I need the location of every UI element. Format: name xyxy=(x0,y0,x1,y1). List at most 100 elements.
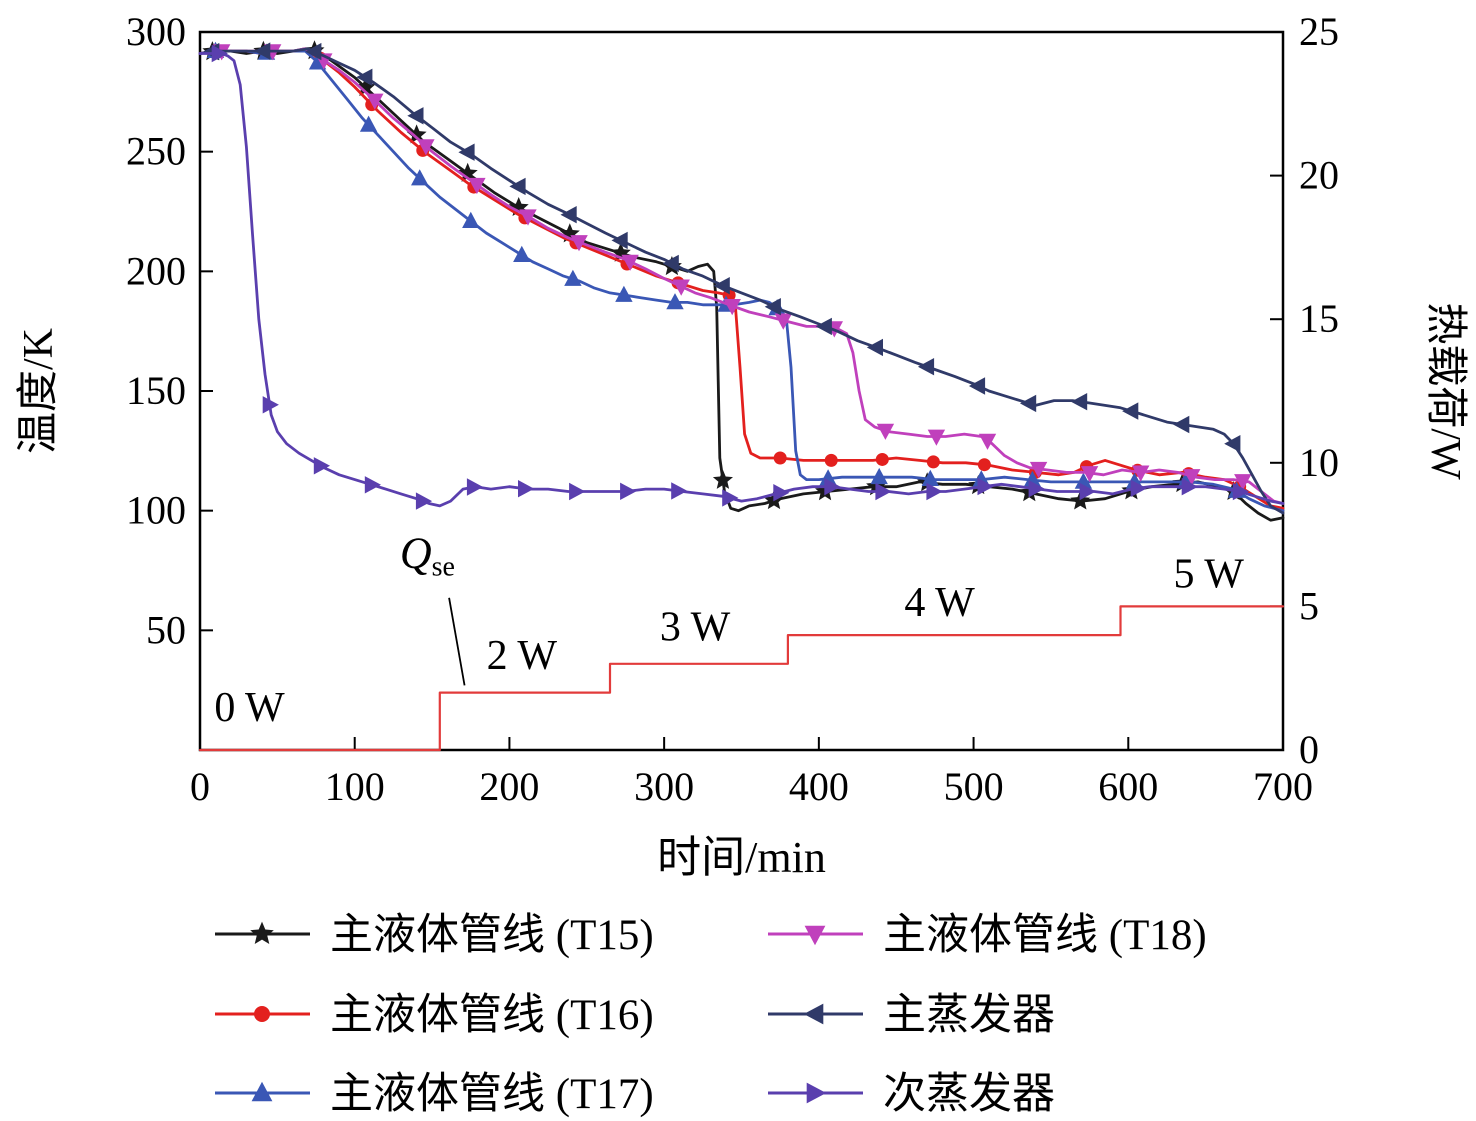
circle-marker xyxy=(824,453,838,467)
triangle-right-marker xyxy=(1028,480,1045,498)
triangle-left-marker xyxy=(968,377,986,395)
annotation-w4: 4 W xyxy=(904,580,975,626)
legend-item-t15: 主液体管线 (T15) xyxy=(215,912,654,959)
triangle-down-marker xyxy=(1080,466,1099,483)
triangle-left-marker xyxy=(407,107,424,125)
y-right-tick-label: 20 xyxy=(1299,153,1339,198)
triangle-right-marker xyxy=(262,396,279,414)
star-marker xyxy=(457,162,478,182)
legend-label-sec_evap: 次蒸发器 xyxy=(883,1071,1055,1118)
triangle-right-marker xyxy=(977,477,994,496)
triangle-down-marker xyxy=(570,235,588,252)
triangle-left-marker xyxy=(560,206,577,224)
legend-label-t18: 主液体管线 (T18) xyxy=(883,912,1207,959)
triangle-right-marker xyxy=(313,457,330,475)
legend-label-t15: 主液体管线 (T15) xyxy=(330,912,654,959)
triangle-right-marker xyxy=(806,1082,827,1104)
triangle-down-marker xyxy=(723,299,741,316)
x-tick-label: 200 xyxy=(479,764,539,809)
triangle-down-marker xyxy=(927,429,946,446)
circle-marker xyxy=(875,452,889,466)
y-left-tick-label: 100 xyxy=(126,488,186,533)
star-marker xyxy=(712,469,733,489)
triangle-left-marker xyxy=(866,338,883,357)
x-axis-title: 时间/min xyxy=(657,833,826,882)
series-t17-line xyxy=(198,49,1285,513)
axis-ticks: 0 100 200 300 400 500 600 700501001502002503000… xyxy=(126,9,1339,809)
triangle-right-marker xyxy=(926,482,943,501)
triangle-right-marker xyxy=(620,482,637,500)
triangle-left-marker xyxy=(662,254,679,273)
qse-label: Qse xyxy=(400,529,455,583)
annotation-w3: 3 W xyxy=(660,605,731,651)
triangle-up-marker xyxy=(564,269,582,286)
triangle-right-marker xyxy=(1232,482,1249,501)
y-right-tick-label: 15 xyxy=(1299,296,1339,341)
y-left-tick-label: 200 xyxy=(126,248,186,293)
triangle-down-marker xyxy=(876,423,895,440)
triangle-left-marker xyxy=(1224,435,1241,453)
circle-marker xyxy=(254,1006,270,1022)
legend-item-t18: 主液体管线 (T18) xyxy=(768,912,1207,959)
y-axis-left-title: 温度/K xyxy=(16,328,62,454)
triangle-right-marker xyxy=(875,482,892,501)
x-tick-label: 100 xyxy=(325,764,385,809)
triangle-up-marker xyxy=(870,467,888,485)
triangle-up-marker xyxy=(462,211,480,228)
triangle-left-marker xyxy=(509,177,526,196)
y-right-tick-label: 0 xyxy=(1299,727,1319,772)
triangle-up-marker xyxy=(921,469,939,486)
triangle-down-marker xyxy=(774,313,792,330)
legend-label-t16: 主液体管线 (T16) xyxy=(330,992,654,1039)
series-t18 xyxy=(198,44,1285,505)
annotation-w0: 0 W xyxy=(214,685,285,731)
legend-label-t17: 主液体管线 (T17) xyxy=(330,1071,654,1118)
series-sec_evap-line xyxy=(198,52,1285,508)
triangle-down-marker xyxy=(366,93,384,110)
triangle-right-marker xyxy=(824,478,841,496)
legend-item-t16: 主液体管线 (T16) xyxy=(215,992,654,1039)
triangle-right-marker xyxy=(364,476,381,494)
y-left-tick-label: 250 xyxy=(126,129,186,174)
triangle-up-marker xyxy=(513,245,531,262)
triangle-right-marker xyxy=(211,44,228,63)
triangle-left-marker xyxy=(713,277,730,295)
circle-marker xyxy=(977,458,991,472)
triangle-down-marker xyxy=(1183,469,1201,486)
series-t16 xyxy=(198,44,1285,510)
star-marker xyxy=(406,124,427,144)
x-tick-label: 300 xyxy=(634,764,694,809)
triangle-left-marker xyxy=(1020,394,1037,413)
triangle-left-marker xyxy=(917,358,935,376)
triangle-right-marker xyxy=(415,492,433,510)
series-t16-line xyxy=(198,49,1285,510)
y-left-tick-label: 50 xyxy=(146,607,186,652)
y-left-tick-label: 300 xyxy=(126,9,186,54)
triangle-down-marker xyxy=(1132,465,1150,482)
qse-leader-line xyxy=(448,597,466,686)
x-tick-label: 600 xyxy=(1098,764,1158,809)
y-right-tick-label: 10 xyxy=(1299,440,1339,485)
triangle-left-marker xyxy=(611,231,628,250)
triangle-down-marker xyxy=(519,209,537,226)
triangle-right-marker xyxy=(1079,482,1096,501)
triangle-left-marker xyxy=(254,42,271,60)
triangle-down-marker xyxy=(621,254,639,271)
triangle-down-marker xyxy=(468,177,486,195)
series-sec_evap xyxy=(198,44,1285,510)
triangle-right-marker xyxy=(722,489,739,507)
annotation-w2: 2 W xyxy=(487,633,558,679)
triangle-down-marker xyxy=(1029,461,1048,479)
triangle-down-marker xyxy=(1234,474,1252,491)
triangle-up-marker xyxy=(1023,470,1042,487)
x-tick-label: 0 xyxy=(190,764,210,809)
circle-marker xyxy=(773,451,787,465)
triangle-left-marker xyxy=(1122,402,1139,420)
legend-item-main_evap: 主蒸发器 xyxy=(768,992,1055,1039)
triangle-left-marker xyxy=(458,143,475,161)
star-marker xyxy=(1070,490,1091,510)
legend-item-t17: 主液体管线 (T17) xyxy=(215,1071,654,1118)
triangle-down-marker xyxy=(804,925,826,946)
